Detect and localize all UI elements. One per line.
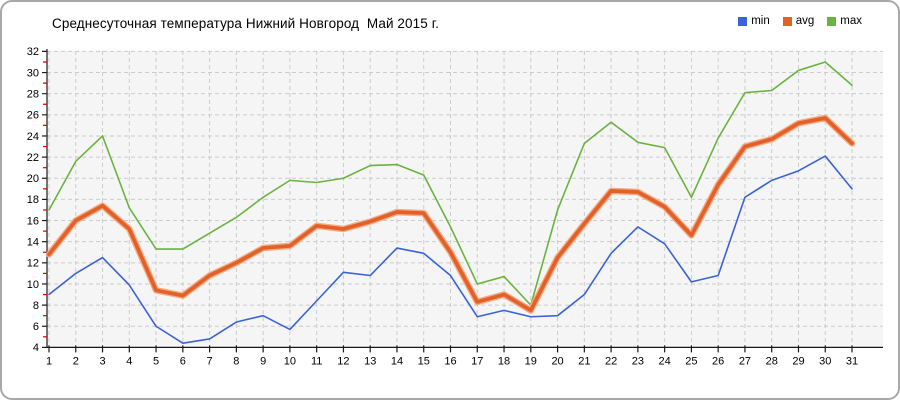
y-tick-label: 4: [33, 342, 39, 354]
x-tick-label: 31: [846, 355, 858, 367]
y-tick-label: 20: [27, 173, 39, 185]
legend-label-avg: avg: [795, 15, 815, 27]
x-tick-label: 9: [260, 355, 266, 367]
x-tick-label: 3: [99, 355, 105, 367]
avg-series-swatch-icon: [782, 16, 792, 26]
max-line: [48, 61, 853, 306]
x-tick-label: 30: [819, 355, 831, 367]
y-tick-label: 22: [27, 152, 39, 164]
min-series-swatch-icon: [738, 16, 748, 26]
x-tick-label: 19: [525, 355, 537, 367]
y-tick-label: 6: [33, 321, 39, 333]
avg-line: [47, 116, 854, 313]
x-tick-label: 16: [444, 355, 456, 367]
y-tick-label: 30: [27, 67, 39, 79]
x-tick-label: 4: [126, 355, 132, 367]
axes: [46, 49, 883, 348]
x-tick-label: 24: [659, 355, 671, 367]
y-tick-label: 32: [27, 46, 39, 58]
y-tick-label: 26: [27, 110, 39, 122]
y-tick-label: 10: [27, 279, 39, 291]
x-tick-label: 15: [418, 355, 430, 367]
legend-item-min: min: [738, 15, 770, 27]
x-tick-label: 5: [153, 355, 159, 367]
x-tick-label: 18: [498, 355, 510, 367]
y-tick-label: 18: [27, 194, 39, 206]
x-tick-label: 25: [685, 355, 697, 367]
y-tick-label: 16: [27, 215, 39, 227]
x-tick-label: 14: [391, 355, 403, 367]
x-tick-label: 28: [766, 355, 778, 367]
legend: min avg max: [738, 15, 862, 27]
y-axis-labels: 4 6 8 10 12 14 16 18 20 22 24 26 28 30 32: [27, 46, 39, 354]
chart-title: Среднесуточная температура Нижний Новгор…: [52, 16, 439, 31]
x-tick-label: 26: [712, 355, 724, 367]
y-tick-label: 28: [27, 88, 39, 100]
x-tick-label: 20: [551, 355, 563, 367]
min-line: [48, 155, 853, 344]
x-tick-label: 10: [284, 355, 296, 367]
legend-label-min: min: [751, 15, 770, 27]
x-tick-label: 6: [180, 355, 186, 367]
legend-item-avg: avg: [782, 15, 815, 27]
y-axis-ticks: [42, 50, 47, 348]
x-tick-label: 12: [337, 355, 349, 367]
y-tick-label: 14: [27, 236, 39, 248]
y-tick-label: 12: [27, 258, 39, 270]
legend-label-max: max: [840, 15, 862, 27]
x-tick-label: 22: [605, 355, 617, 367]
x-axis-labels: 1 2 3 4 5 6 7 8 9 10 11 12 13 14 15 16 17 18 19 20 21 22 23 24 2…: [46, 355, 858, 367]
x-tick-label: 23: [632, 355, 644, 367]
x-tick-label: 13: [364, 355, 376, 367]
x-tick-label: 29: [792, 355, 804, 367]
y-tick-label: 8: [33, 300, 39, 312]
x-tick-label: 21: [578, 355, 590, 367]
x-tick-label: 7: [207, 355, 213, 367]
x-tick-label: 8: [233, 355, 239, 367]
x-tick-label: 17: [471, 355, 483, 367]
x-axis-ticks: [48, 345, 853, 353]
max-series-swatch-icon: [827, 16, 837, 26]
x-tick-label: 11: [311, 355, 322, 367]
x-tick-label: 2: [73, 355, 79, 367]
x-tick-label: 1: [46, 355, 52, 367]
legend-item-max: max: [827, 15, 862, 27]
y-tick-label: 24: [27, 131, 39, 143]
x-tick-label: 27: [739, 355, 751, 367]
